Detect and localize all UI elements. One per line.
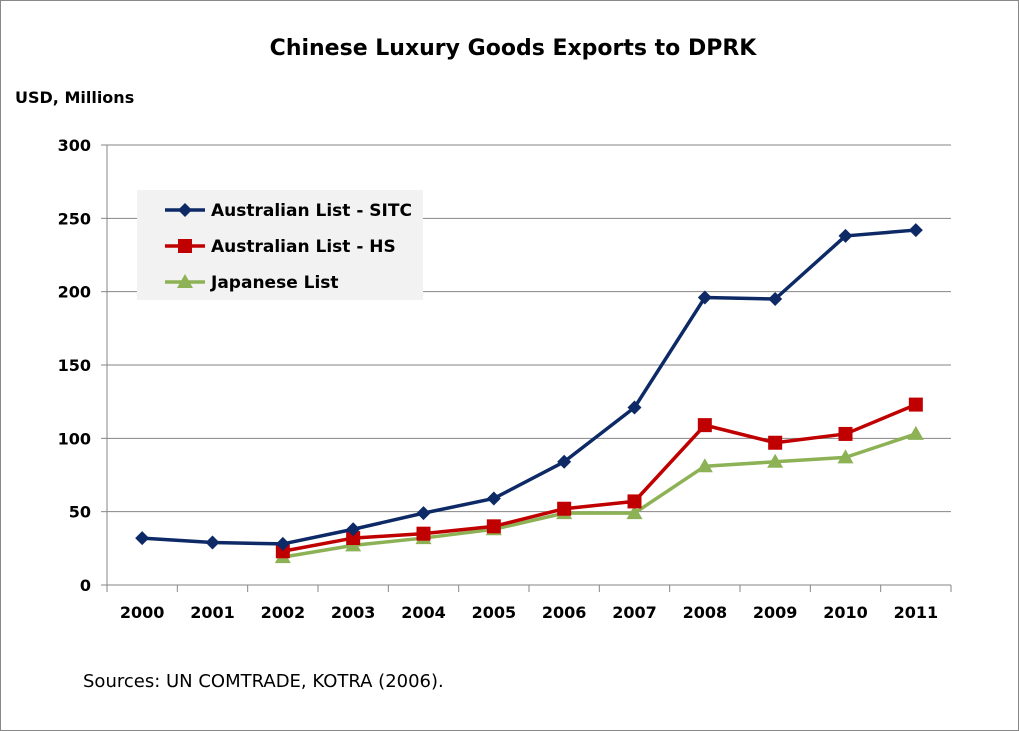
data-point bbox=[837, 449, 854, 464]
x-tick-label: 2011 bbox=[894, 603, 939, 622]
x-tick-label: 2003 bbox=[331, 603, 376, 622]
x-tick-label: 2009 bbox=[753, 603, 798, 622]
data-point bbox=[416, 526, 431, 541]
data-point bbox=[697, 418, 712, 433]
legend-label: Japanese List bbox=[210, 273, 339, 293]
series-japanese-list bbox=[274, 425, 924, 564]
x-tick-label: 2005 bbox=[472, 603, 517, 622]
y-tick-label: 0 bbox=[80, 576, 91, 595]
y-tick-label: 300 bbox=[58, 136, 91, 155]
series-line bbox=[142, 228, 916, 546]
data-point bbox=[697, 290, 712, 305]
data-point bbox=[275, 536, 290, 551]
data-point bbox=[557, 454, 572, 469]
series-line bbox=[282, 402, 917, 553]
y-tick-labels: 0 50 100 150 200 250 300 bbox=[58, 136, 91, 595]
data-point bbox=[768, 435, 783, 450]
data-point bbox=[908, 223, 923, 238]
x-tick-label: 2007 bbox=[612, 603, 657, 622]
legend-swatch-marker bbox=[178, 203, 192, 217]
data-point bbox=[696, 458, 713, 473]
y-tick-label: 50 bbox=[69, 503, 91, 522]
data-point bbox=[557, 501, 572, 516]
chart-title: Chinese Luxury Goods Exports to DPRK bbox=[270, 36, 758, 61]
data-point bbox=[907, 425, 924, 440]
data-point bbox=[275, 544, 290, 559]
data-point bbox=[626, 505, 643, 520]
x-tick-label: 2001 bbox=[190, 603, 235, 622]
series-australian-list-sitc bbox=[135, 223, 923, 551]
series-lines bbox=[135, 223, 924, 564]
x-tick-label: 2000 bbox=[120, 603, 165, 622]
legend-label: Australian List - SITC bbox=[211, 201, 412, 221]
legend-entry: Japanese List bbox=[165, 273, 339, 293]
legend-entry: Australian List - HS bbox=[165, 237, 396, 257]
data-point bbox=[416, 506, 431, 521]
legend-swatch-marker bbox=[177, 274, 193, 288]
data-point bbox=[135, 531, 150, 546]
data-point bbox=[768, 292, 783, 306]
legend-label: Australian List - HS bbox=[211, 237, 396, 257]
data-point bbox=[486, 519, 501, 534]
legend-swatch-marker bbox=[178, 239, 192, 253]
data-point bbox=[205, 535, 220, 550]
y-axis-label: USD, Millions bbox=[15, 88, 134, 107]
x-tick-label: 2006 bbox=[542, 603, 587, 622]
data-point bbox=[838, 228, 853, 243]
data-point bbox=[486, 491, 501, 506]
data-point bbox=[346, 522, 361, 537]
x-tick-labels: 2000 2001 2002 2003 2004 2005 2006 2007 2008 2009… bbox=[120, 603, 938, 622]
y-tick-label: 200 bbox=[58, 283, 91, 302]
y-tick-label: 150 bbox=[58, 356, 91, 375]
x-tick-label: 2008 bbox=[683, 603, 728, 622]
y-tick-label: 250 bbox=[58, 209, 91, 228]
y-tick-label: 100 bbox=[58, 429, 91, 448]
data-point bbox=[627, 494, 642, 509]
axes bbox=[101, 144, 952, 592]
legend: Australian List - SITC Australian List - … bbox=[137, 190, 423, 300]
series-line bbox=[282, 432, 917, 559]
data-point bbox=[908, 397, 923, 412]
data-point bbox=[838, 426, 853, 441]
x-tick-label: 2004 bbox=[401, 603, 446, 622]
x-tick-label: 2010 bbox=[823, 603, 868, 622]
data-point bbox=[346, 531, 361, 546]
legend-entry: Australian List - SITC bbox=[165, 201, 412, 221]
series-australian-list-hs bbox=[275, 397, 923, 559]
data-point bbox=[627, 400, 642, 415]
data-point bbox=[767, 453, 784, 468]
source-note: Sources: UN COMTRADE, KOTRA (2006). bbox=[83, 671, 444, 692]
x-tick-label: 2002 bbox=[261, 603, 306, 622]
